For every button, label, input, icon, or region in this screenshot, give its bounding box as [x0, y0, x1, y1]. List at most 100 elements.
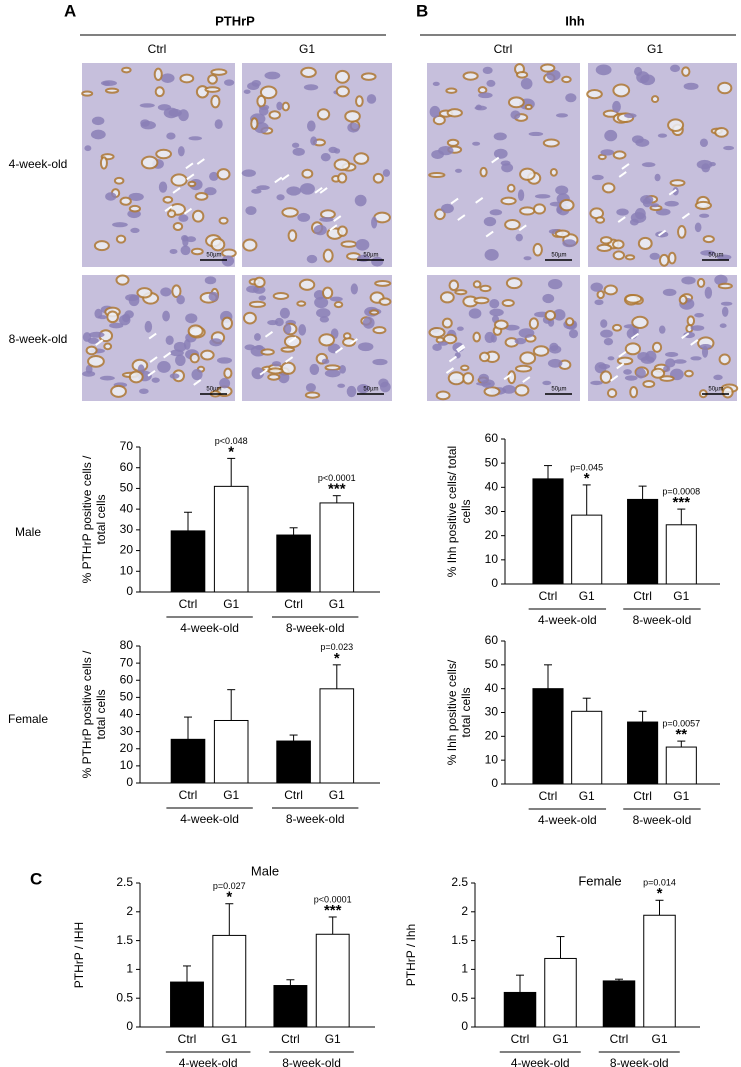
- arrow: [668, 188, 677, 196]
- cell: [483, 216, 497, 227]
- cell: [624, 293, 643, 304]
- cell: [248, 300, 266, 308]
- cell: [85, 345, 98, 356]
- cell: [500, 196, 517, 206]
- cell: [292, 147, 305, 156]
- y-axis-label: cells: [459, 499, 473, 523]
- cell: [690, 325, 705, 331]
- cell: [334, 69, 350, 84]
- cell: [371, 256, 384, 267]
- micrographs: 50µm 50µm 50µm 50µm 50µm 50µm 50µm 50µm: [81, 63, 739, 401]
- cell: [298, 278, 316, 291]
- cell: [439, 291, 455, 304]
- arrow: [503, 373, 512, 381]
- x-tick-label: G1: [552, 1032, 568, 1046]
- cell: [606, 388, 618, 399]
- significance: *: [657, 885, 663, 902]
- arrow: [259, 368, 268, 376]
- cell: [115, 234, 127, 244]
- cell: [221, 255, 235, 267]
- arrow: [148, 332, 157, 340]
- chart-title: Male: [251, 863, 279, 878]
- cell: [616, 208, 629, 216]
- cell: [432, 343, 442, 351]
- y-tick-label: 20: [120, 543, 134, 557]
- arrow: [334, 346, 344, 354]
- arrow: [618, 351, 627, 358]
- cell: [155, 148, 172, 160]
- arrow: [319, 187, 328, 194]
- cell: [603, 337, 614, 346]
- arrow: [314, 186, 323, 194]
- cell: [704, 286, 713, 299]
- cell: [443, 333, 458, 345]
- cell: [355, 95, 364, 108]
- scale-bar-label: 50µm: [551, 387, 566, 393]
- cell: [305, 383, 316, 393]
- arrow: [288, 336, 297, 344]
- bar: [544, 957, 577, 1028]
- cell: [320, 153, 331, 162]
- cell: [507, 370, 517, 385]
- group-label: 8-week-old: [633, 613, 692, 627]
- cell: [612, 323, 623, 332]
- arrow: [445, 367, 455, 374]
- cell: [612, 83, 631, 98]
- bar: [273, 985, 308, 1028]
- cell: [477, 86, 488, 95]
- arrow: [448, 355, 458, 363]
- significance: **: [675, 726, 687, 743]
- cell: [624, 113, 637, 119]
- cell: [528, 317, 539, 330]
- cell: [709, 161, 716, 167]
- cell: [657, 133, 668, 138]
- cell: [493, 148, 508, 159]
- panel-label: B: [416, 1, 428, 20]
- y-tick-label: 30: [485, 504, 499, 518]
- bar: [276, 534, 311, 593]
- cell: [716, 254, 732, 261]
- cell: [209, 171, 219, 181]
- scale-bar-label: 50µm: [708, 253, 723, 259]
- bar: [643, 914, 676, 1028]
- cell: [166, 209, 177, 219]
- group-label: 4-week-old: [180, 812, 239, 826]
- cell: [245, 206, 257, 216]
- cell: [438, 341, 449, 346]
- cell: [504, 218, 521, 231]
- cell: [532, 203, 547, 215]
- cell: [219, 377, 231, 389]
- cell: [429, 105, 441, 118]
- bar: [627, 721, 659, 785]
- x-tick-label: G1: [579, 789, 595, 803]
- scale-bar-label: 50µm: [206, 387, 221, 393]
- cell: [284, 323, 292, 335]
- cell: [259, 85, 278, 100]
- cell: [165, 335, 174, 346]
- y-tick-label: 40: [485, 681, 499, 695]
- bar: [665, 524, 697, 585]
- arrow: [485, 230, 494, 238]
- cell: [547, 358, 563, 368]
- arrow: [658, 229, 667, 237]
- cell: [678, 294, 688, 305]
- y-axis-label: total cells: [94, 494, 108, 544]
- cell: [154, 86, 165, 98]
- arrow: [616, 362, 625, 370]
- cell: [291, 142, 300, 148]
- cell: [128, 294, 140, 307]
- y-tick-label: 0: [461, 1019, 468, 1033]
- bar: [276, 740, 311, 784]
- arrow: [95, 339, 104, 346]
- cell: [686, 315, 696, 327]
- cell: [555, 185, 569, 195]
- cell: [328, 146, 338, 154]
- cell: [474, 105, 487, 111]
- y-axis-label: % Ihh positive cells/: [445, 659, 459, 765]
- cell: [113, 176, 125, 185]
- cell: [448, 279, 460, 292]
- cell: [717, 282, 733, 290]
- cell: [81, 90, 94, 97]
- cell: [690, 356, 702, 361]
- cell: [181, 234, 189, 242]
